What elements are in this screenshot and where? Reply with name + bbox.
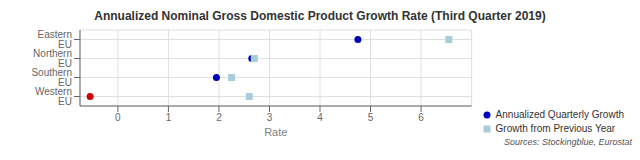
html-text:Growth from Previous Year: Growth from Previous Year [495,123,616,134]
html-text:Annualized Nominal Gross Domes: Annualized Nominal Gross Domestic Produc… [94,9,546,23]
svg-text:Rate: Rate [264,126,287,136]
html-text:Sources: Stockingblue, Eurosta: Sources: Stockingblue, Eurostat [503,137,632,147]
html-text:Annualized Quarterly Growth: Annualized Quarterly Growth [495,109,624,120]
svg-text:4: 4 [317,112,323,123]
svg-text:6: 6 [418,112,424,123]
svg-text:SouthernEU: SouthernEU [31,67,72,88]
svg-text:NorthernEU: NorthernEU [33,48,72,69]
svg-text:2: 2 [216,112,222,123]
svg-text:0: 0 [115,112,121,123]
svg-text:WesternEU: WesternEU [35,86,72,107]
svg-text:1: 1 [166,112,172,123]
svg-text:5: 5 [368,112,374,123]
svg-text:EasternEU: EasternEU [38,29,72,50]
svg-text:3: 3 [267,112,273,123]
